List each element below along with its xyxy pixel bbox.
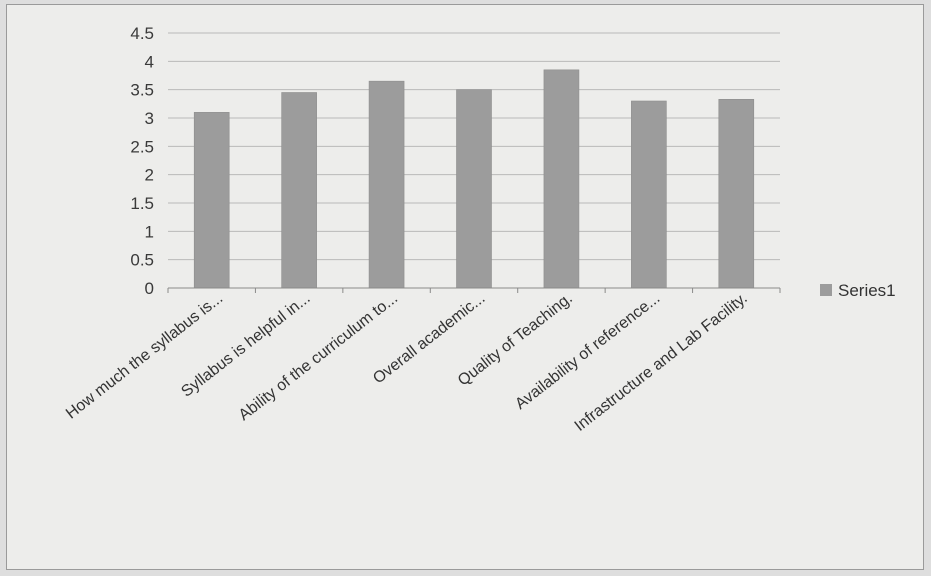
bar-2 (281, 92, 317, 289)
bar-4 (456, 89, 492, 289)
y-tick-label: 3 (145, 109, 154, 128)
x-category-label: Infrastructure and Lab Facility. (572, 290, 751, 435)
x-category-label: How much the syllabus is... (63, 290, 226, 423)
y-tick-label: 3.5 (130, 81, 154, 100)
bar-6 (631, 100, 667, 289)
bar-3 (368, 80, 405, 289)
legend-swatch (820, 284, 832, 296)
legend: Series1 (820, 281, 896, 300)
bar-5 (543, 69, 580, 289)
bars (193, 69, 755, 289)
x-category-label: Availability of reference... (512, 290, 663, 413)
bar-7 (718, 99, 755, 289)
x-category-label: Ability of the curriculum to... (236, 290, 401, 424)
y-tick-label: 2.5 (130, 137, 154, 156)
y-tick-label: 0.5 (130, 251, 154, 270)
y-tick-label: 4 (145, 52, 154, 71)
y-tick-label: 1.5 (130, 194, 154, 213)
y-axis-ticks: 0 0.5 1 1.5 2 2.5 3 3.5 4 4.5 (130, 24, 154, 298)
y-tick-label: 1 (145, 222, 154, 241)
bar-1 (193, 112, 230, 289)
x-axis-labels: How much the syllabus is...Syllabus is h… (63, 288, 781, 435)
y-tick-label: 0 (145, 279, 154, 298)
y-tick-label: 2 (145, 166, 154, 185)
y-tick-label: 4.5 (130, 24, 154, 43)
legend-label-series1: Series1 (838, 281, 896, 300)
